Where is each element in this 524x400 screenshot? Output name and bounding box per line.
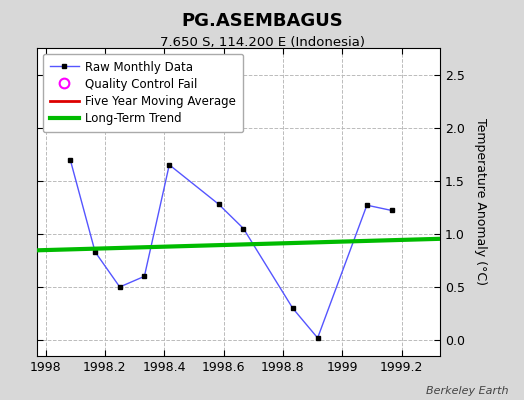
Y-axis label: Temperature Anomaly (°C): Temperature Anomaly (°C) — [474, 118, 487, 286]
Text: Berkeley Earth: Berkeley Earth — [426, 386, 508, 396]
Raw Monthly Data — [67, 157, 73, 162]
Raw Monthly Data — [290, 306, 296, 311]
Raw Monthly Data — [241, 226, 247, 231]
Text: PG.ASEMBAGUS: PG.ASEMBAGUS — [181, 12, 343, 30]
Raw Monthly Data — [364, 203, 370, 208]
Text: 7.650 S, 114.200 E (Indonesia): 7.650 S, 114.200 E (Indonesia) — [159, 36, 365, 49]
Raw Monthly Data — [141, 274, 148, 279]
Raw Monthly Data — [389, 208, 395, 213]
Line: Raw Monthly Data: Raw Monthly Data — [68, 158, 394, 340]
Raw Monthly Data — [166, 162, 172, 167]
Raw Monthly Data — [117, 284, 123, 289]
Legend: Raw Monthly Data, Quality Control Fail, Five Year Moving Average, Long-Term Tren: Raw Monthly Data, Quality Control Fail, … — [42, 54, 243, 132]
Raw Monthly Data — [314, 336, 321, 340]
Raw Monthly Data — [215, 202, 222, 206]
Raw Monthly Data — [92, 250, 99, 254]
